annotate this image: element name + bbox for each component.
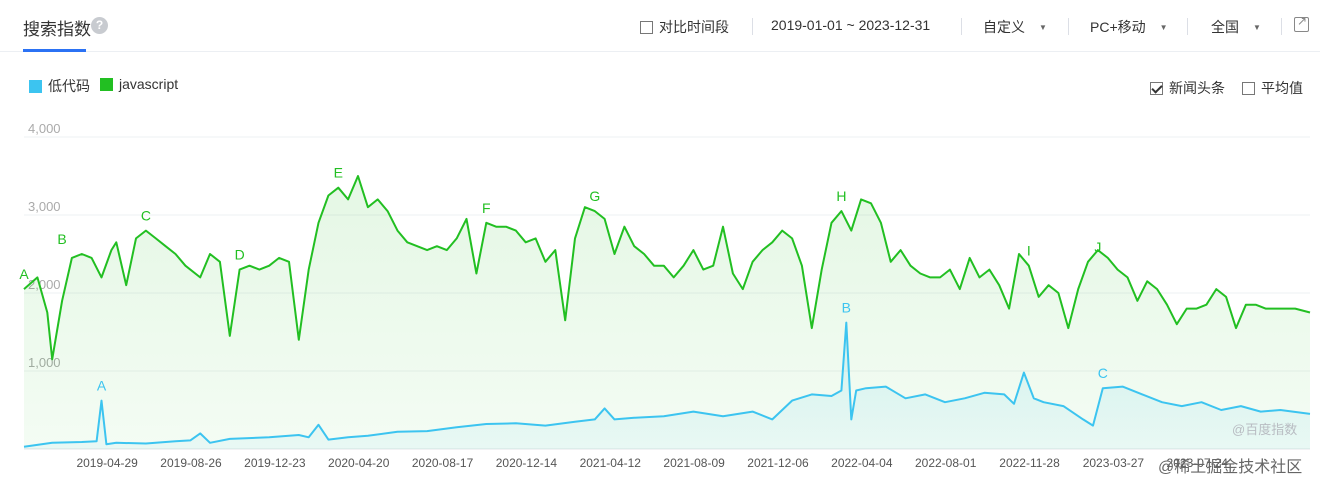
annotation-label: J xyxy=(1094,239,1101,255)
compare-label: 对比时间段 xyxy=(659,19,729,35)
date-range-picker[interactable]: 2019-01-01 ~ 2023-12-31 xyxy=(771,17,931,33)
news-checkbox[interactable] xyxy=(1150,82,1163,95)
annotation-label: G xyxy=(589,188,600,204)
chevron-down-icon: ▼ xyxy=(1039,23,1047,32)
annotation-label: E xyxy=(334,165,343,181)
average-checkbox[interactable] xyxy=(1242,82,1255,95)
x-tick-label: 2021-04-12 xyxy=(580,456,642,470)
annotation-label: B xyxy=(57,231,66,247)
x-tick-label: 2019-04-29 xyxy=(76,456,138,470)
x-tick-label: 2022-04-04 xyxy=(831,456,893,470)
series-lines xyxy=(23,175,1311,448)
x-tick-label: 2019-12-23 xyxy=(244,456,306,470)
custom-range-dropdown[interactable]: 自定义 ▼ xyxy=(983,17,1047,37)
y-tick-label: 3,000 xyxy=(28,199,61,214)
annotation-label: A xyxy=(97,378,107,394)
x-tick-label: 2020-04-20 xyxy=(328,456,390,470)
legend-swatch-javascript xyxy=(100,78,113,91)
header: 搜索指数 ? 对比时间段 2019-01-01 ~ 2023-12-31 自定义… xyxy=(0,0,1320,52)
annotation-label: B xyxy=(842,300,851,316)
annotation-label: D xyxy=(235,247,245,263)
series-line-lowcode xyxy=(23,321,1311,448)
x-tick-label: 2021-08-09 xyxy=(663,456,725,470)
x-tick-label: 2023-03-27 xyxy=(1083,456,1145,470)
series-area-lowcode xyxy=(24,322,1310,449)
x-tick-label: 2020-12-14 xyxy=(496,456,558,470)
average-toggle[interactable]: 平均值 xyxy=(1242,78,1303,98)
legend-item-lowcode[interactable]: 低代码 xyxy=(29,76,90,96)
divider xyxy=(961,18,962,35)
divider xyxy=(1068,18,1069,35)
annotations: A B C D E F G H I J A B C xyxy=(19,165,1108,394)
chevron-down-icon: ▼ xyxy=(1253,23,1261,32)
x-tick-label: 2021-12-06 xyxy=(747,456,809,470)
baidu-watermark: @百度指数 xyxy=(1232,422,1297,437)
compare-period-toggle[interactable]: 对比时间段 xyxy=(640,17,729,37)
compare-checkbox[interactable] xyxy=(640,21,653,34)
y-tick-label: 4,000 xyxy=(28,121,61,136)
annotation-label: C xyxy=(1098,365,1108,381)
annotation-label: I xyxy=(1027,243,1031,259)
x-tick-label: 2022-08-01 xyxy=(915,456,977,470)
annotation-label: H xyxy=(836,188,846,204)
x-axis: 2019-04-29 2019-08-26 2019-12-23 2020-04-20… xyxy=(76,456,1228,470)
help-icon[interactable]: ? xyxy=(91,17,108,34)
region-dropdown[interactable]: 全国 ▼ xyxy=(1211,17,1261,37)
series-area-javascript xyxy=(24,176,1310,449)
x-tick-label: 2020-08-17 xyxy=(412,456,474,470)
custom-label: 自定义 xyxy=(983,19,1025,35)
chevron-down-icon: ▼ xyxy=(1159,23,1168,32)
legend-label: javascript xyxy=(119,76,179,92)
x-tick-label: 2019-08-26 xyxy=(160,456,222,470)
annotation-label: A xyxy=(19,266,29,282)
site-watermark: @稀土掘金技术社区 xyxy=(1158,459,1303,476)
page-title: 搜索指数 xyxy=(23,20,91,39)
series-areas xyxy=(24,176,1310,449)
x-tick-label: 2022-11-28 xyxy=(999,456,1060,470)
divider xyxy=(752,18,753,35)
average-label: 平均值 xyxy=(1261,80,1303,96)
divider xyxy=(1187,18,1188,35)
device-dropdown[interactable]: PC+移动 ▼ xyxy=(1090,17,1168,37)
legend-item-javascript[interactable]: javascript xyxy=(100,76,178,92)
x-tick-label: 2023-07-24 xyxy=(1167,456,1229,470)
region-label: 全国 xyxy=(1211,19,1239,35)
annotation-label: C xyxy=(141,208,151,224)
divider xyxy=(1281,18,1282,35)
annotation-label: F xyxy=(482,200,491,216)
device-label: PC+移动 xyxy=(1090,19,1146,35)
legend-swatch-lowcode xyxy=(29,80,42,93)
active-tab-underline xyxy=(23,49,86,52)
news-toggle[interactable]: 新闻头条 xyxy=(1150,78,1225,98)
series-line-javascript xyxy=(23,175,1311,361)
news-label: 新闻头条 xyxy=(1169,80,1225,96)
legend-label: 低代码 xyxy=(48,78,90,94)
export-icon[interactable] xyxy=(1294,14,1309,32)
